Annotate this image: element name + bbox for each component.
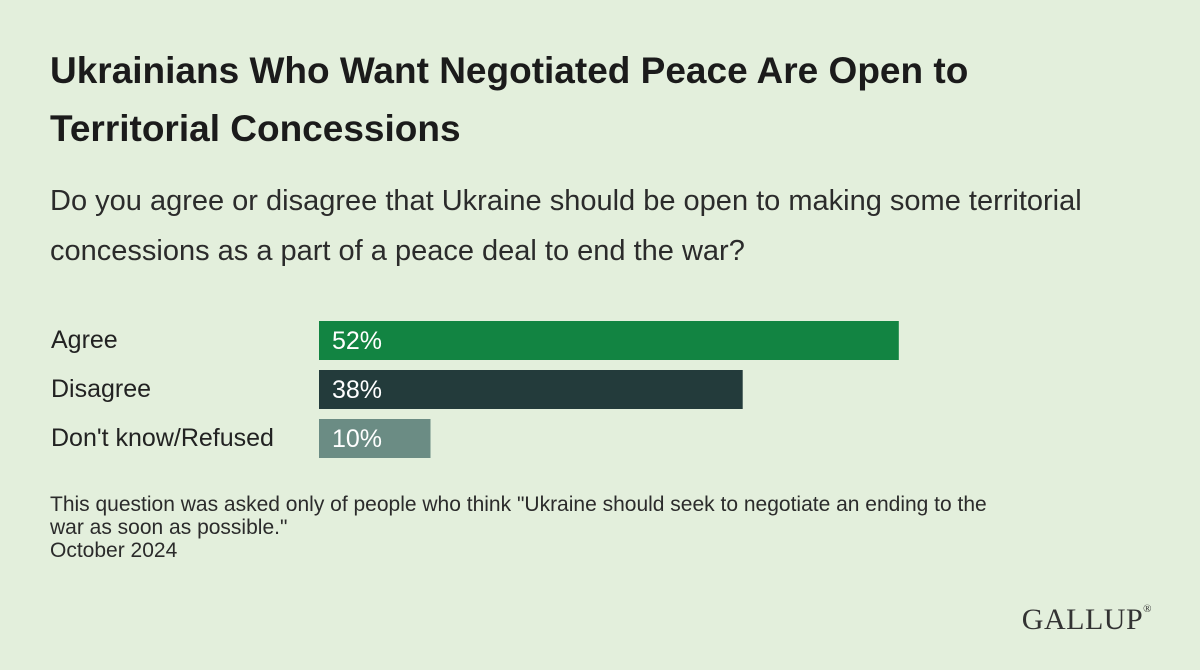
- chart-subtitle: Do you agree or disagree that Ukraine sh…: [50, 185, 1082, 267]
- bar-chart: Agree 52% Disagree 38% Don't know/Refused 10%: [51, 321, 899, 458]
- bar-value-label: 10%: [332, 425, 382, 453]
- survey-date: October 2024: [50, 539, 178, 562]
- footnote-line-1: This question was asked only of people w…: [50, 493, 987, 516]
- bar: [319, 419, 431, 458]
- logo-text: GALLUP: [1021, 603, 1144, 636]
- category-label: Don't know/Refused: [51, 424, 274, 452]
- registered-mark: ®: [1143, 603, 1152, 615]
- footnote: This question was asked only of people w…: [50, 493, 1150, 562]
- chart-title: Ukrainians Who Want Negotiated Peace Are…: [50, 50, 969, 149]
- bar-value-label: 52%: [332, 327, 382, 355]
- bar: [319, 321, 899, 360]
- gallup-logo: GALLUP®: [1022, 603, 1152, 637]
- bar-value-label: 38%: [332, 376, 382, 404]
- category-label: Agree: [51, 326, 118, 354]
- footnote-line-2: war as soon as possible.": [50, 516, 288, 539]
- category-label: Disagree: [51, 375, 151, 403]
- bar: [319, 370, 743, 409]
